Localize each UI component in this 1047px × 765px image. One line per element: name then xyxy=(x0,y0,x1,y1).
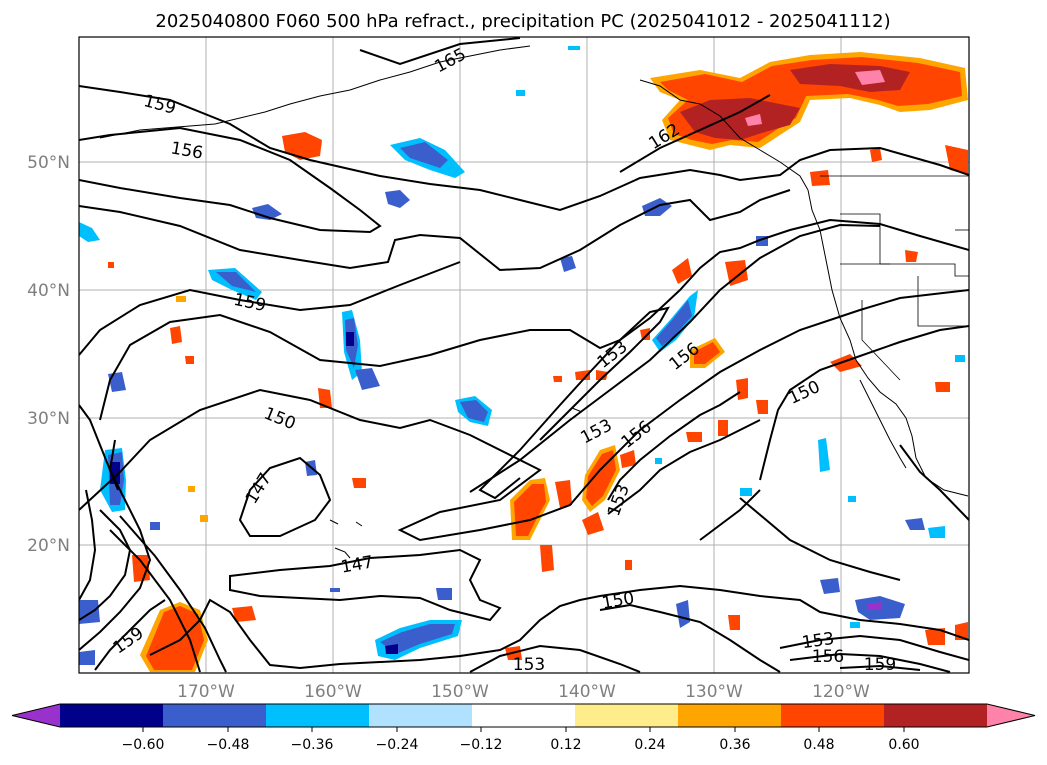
colorbar-tick-label: 0.24 xyxy=(634,737,665,753)
lon-tick-label: 140°W xyxy=(558,682,616,702)
lon-tick-label: 150°W xyxy=(431,682,489,702)
lat-tick-label: 50°N xyxy=(27,153,70,173)
coastline-baja xyxy=(859,379,907,469)
contour-159-southwest xyxy=(94,599,166,671)
contour-150-east xyxy=(759,325,969,481)
colorbar-tick-label: −0.48 xyxy=(207,737,250,753)
lon-tick-label: 120°W xyxy=(812,682,870,702)
colorbar-outline xyxy=(11,703,1036,728)
contour-label: 153 xyxy=(513,655,545,675)
contour-156-north xyxy=(79,126,382,234)
lat-tick-labels: 50°N 40°N 30°N 20°N xyxy=(27,153,70,556)
colorbar-segment xyxy=(884,704,988,727)
map-panel: 165 159 156 162 159 153 156 150 153 156 … xyxy=(79,37,969,675)
contour-159-west xyxy=(79,189,791,272)
map-frame xyxy=(78,36,970,674)
contour-label: 159 xyxy=(864,655,896,675)
colorbar-tick-label: 0.48 xyxy=(803,737,834,753)
colorbar-extend-high xyxy=(987,704,1035,727)
lon-tick-label: 170°W xyxy=(177,682,235,702)
colorbar-segment xyxy=(163,704,267,727)
contour-159-north xyxy=(79,85,969,212)
precip-negative-areas xyxy=(79,46,965,665)
contour-153-southeast xyxy=(779,634,969,661)
lon-tick-labels: 170°W 160°W 150°W 140°W 130°W 120°W xyxy=(177,682,870,702)
colorbar-segment xyxy=(472,704,576,727)
colorbar-tick-label: −0.24 xyxy=(376,737,419,753)
contour-153-band xyxy=(478,306,670,500)
colorbar-extend-low xyxy=(12,704,60,727)
contour-147-north xyxy=(238,456,332,537)
lat-tick-label: 40°N xyxy=(27,281,70,301)
lon-tick-label: 160°W xyxy=(304,682,362,702)
colorbar-segment xyxy=(575,704,679,727)
precip-positive-areas xyxy=(108,52,968,672)
colorbar-tick-label: −0.12 xyxy=(460,737,503,753)
colorbar-segment xyxy=(781,704,885,727)
contour-162 xyxy=(619,94,771,173)
contour-156-mid xyxy=(99,218,969,421)
contour-147-south xyxy=(229,548,502,622)
contour-159-southeast xyxy=(839,664,921,671)
contour-156-band xyxy=(469,223,881,493)
contour-150-main xyxy=(79,289,969,542)
colorbar-tick-label: 0.12 xyxy=(550,737,581,753)
lat-tick-label: 20°N xyxy=(27,536,70,556)
colorbar-tick-label: 0.60 xyxy=(888,737,919,753)
contour-label: 156 xyxy=(812,647,844,667)
colorbar-segment xyxy=(60,704,164,727)
contour-153-south xyxy=(469,644,641,673)
contour-165 xyxy=(359,37,521,66)
colorbar-segment xyxy=(678,704,782,727)
colorbar-tick-label: 0.36 xyxy=(719,737,750,753)
contour-159-mid xyxy=(79,261,461,356)
colorbar-tick-label: −0.36 xyxy=(291,737,334,753)
contour-label: 153 xyxy=(801,629,836,653)
contour-156-southeast xyxy=(789,652,951,673)
colorbar-segment xyxy=(266,704,370,727)
lat-tick-label: 30°N xyxy=(27,409,70,429)
boundaries xyxy=(820,175,969,381)
colorbar: −0.60 −0.48 −0.36 −0.24 −0.12 0.12 0.24 0.36 0.4… xyxy=(11,703,1036,753)
figure-title: 2025040800 F060 500 hPa refract., precip… xyxy=(155,11,890,32)
lon-tick-label: 130°W xyxy=(685,682,743,702)
colorbar-segment xyxy=(369,704,473,727)
refractivity-contours xyxy=(79,37,969,673)
colorbar-tick-label: −0.60 xyxy=(122,737,165,753)
